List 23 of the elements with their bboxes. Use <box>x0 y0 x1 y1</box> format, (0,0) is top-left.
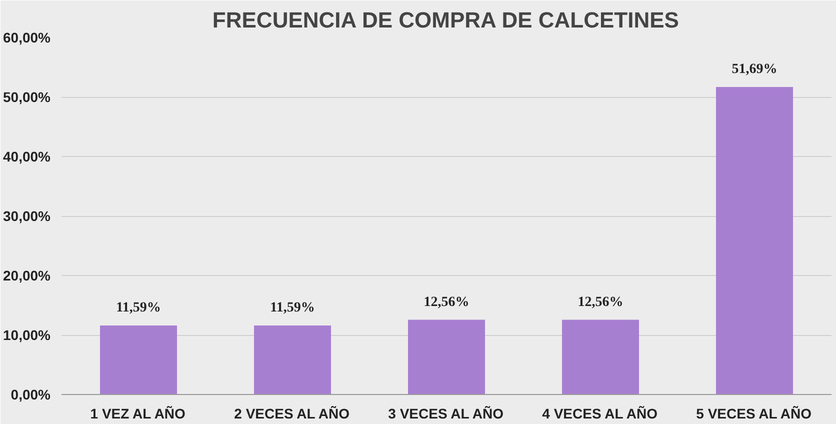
x-tick-label: 4 VECES AL AÑO <box>542 406 658 422</box>
bar <box>254 326 331 394</box>
bar <box>100 326 177 394</box>
data-label: 11,59% <box>270 300 315 316</box>
x-tick-label: 2 VECES AL AÑO <box>234 406 350 422</box>
bar <box>562 320 639 394</box>
x-tick-label: 3 VECES AL AÑO <box>388 406 504 422</box>
y-tick-label: 30,00% <box>3 208 52 224</box>
y-tick-label: 50,00% <box>3 89 52 105</box>
data-label: 51,69% <box>732 62 778 77</box>
y-tick-label: 40,00% <box>3 148 52 164</box>
x-tick-label: 1 VEZ AL AÑO <box>90 406 186 422</box>
data-label: 12,56% <box>578 294 624 310</box>
bar <box>716 86 793 394</box>
data-label: 11,59% <box>116 300 161 316</box>
bar <box>408 320 485 394</box>
x-tick-label: 5 VECES AL AÑO <box>696 406 812 422</box>
y-tick-label: 20,00% <box>3 268 52 284</box>
y-tick-label: 10,00% <box>3 327 52 343</box>
data-label: 12,56% <box>424 294 470 310</box>
y-tick-label: 0,00% <box>10 386 52 402</box>
chart-title: FRECUENCIA DE COMPRA DE CALCETINES <box>212 8 679 32</box>
y-tick-label: 60,00% <box>3 30 52 46</box>
